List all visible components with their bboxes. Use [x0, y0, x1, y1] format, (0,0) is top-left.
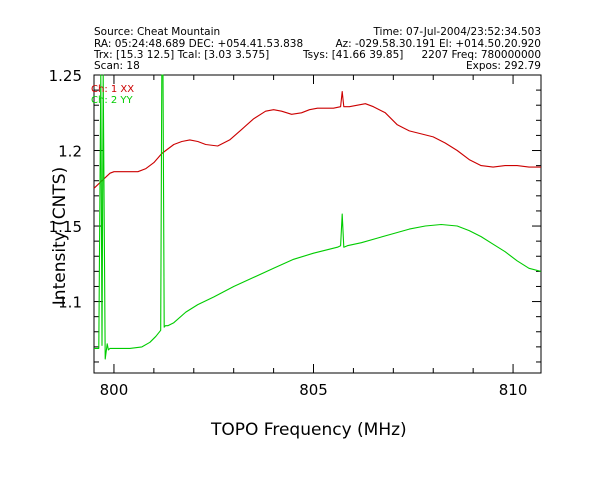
- header-source: Source: Cheat Mountain: [94, 26, 221, 38]
- header-tsys: Tsys: [41.66 39.85]: [303, 49, 404, 61]
- y-tick-label: 1.1: [58, 294, 82, 312]
- series-line-2: [94, 74, 542, 360]
- plot-frame: [93, 74, 542, 374]
- y-tick-label: 1.2: [58, 143, 82, 161]
- x-tick-label: 800: [100, 381, 129, 399]
- legend-entry-ch1: Ch: 1 XX: [91, 84, 135, 95]
- y-tick-label: 1.25: [49, 67, 82, 85]
- header-trx-tcal: Trx: [15.3 12.5] Tcal: [3.03 3.575]: [94, 49, 270, 61]
- axis-ticks: [94, 74, 541, 373]
- series-layer: [93, 74, 542, 360]
- y-tick-label: 1.15: [49, 218, 82, 236]
- x-tick-label: 810: [499, 381, 528, 399]
- x-axis-title: TOPO Frequency (MHz): [211, 420, 407, 440]
- header-ra-dec: RA: 05:24:48.689 DEC: +054.41.53.838: [94, 38, 304, 50]
- x-tick-label: 805: [299, 381, 328, 399]
- header-az-el: Az: -029.58.30.191 El: +014.50.20.920: [335, 38, 541, 50]
- header-scan: Scan: 18: [94, 60, 140, 72]
- legend-entry-ch2: Ch: 2 YY: [91, 95, 133, 106]
- header-time: Time: 07-Jul-2004/23:52:34.503: [373, 26, 541, 38]
- header-expos: Expos: 292.79: [465, 60, 541, 72]
- y-axis-title: Intensity (CNTS): [50, 166, 70, 306]
- tick-labels: 800 805 810 1.1 1.15 1.2 1.25: [49, 67, 528, 399]
- header-freq: 2207 Freq: 780000000: [421, 49, 541, 61]
